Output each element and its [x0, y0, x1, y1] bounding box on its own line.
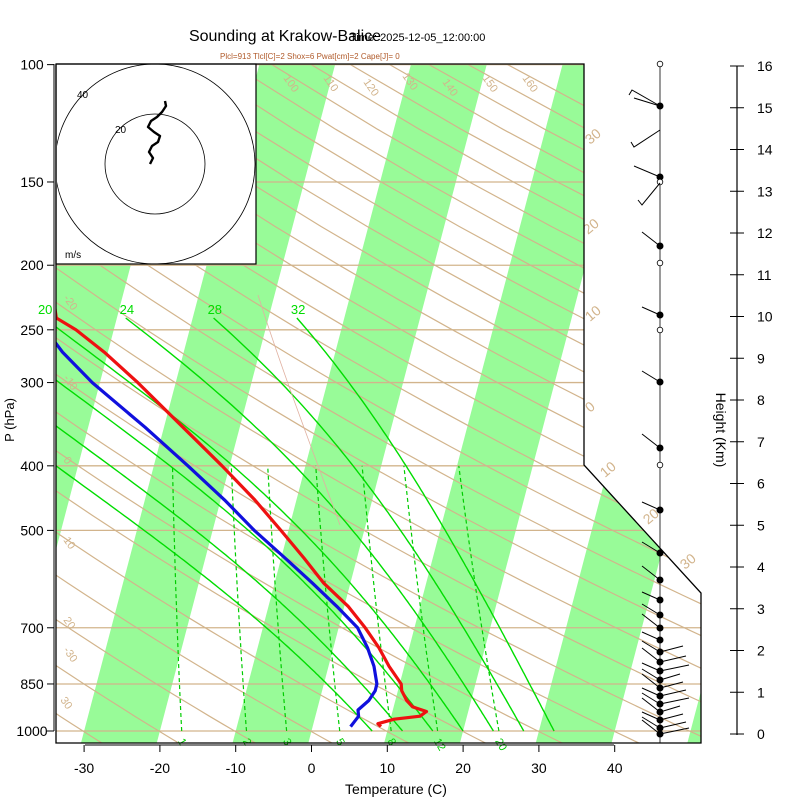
x-tick-label: 10: [380, 760, 396, 776]
wind-barb: [660, 665, 689, 671]
height-tick-label: 15: [757, 100, 773, 116]
wind-barb: [642, 434, 660, 448]
y-tick-label: 1000: [16, 723, 47, 739]
hodograph-ring-label: 20: [115, 125, 127, 136]
moist-adiabat-label: 28: [208, 302, 222, 317]
dry-adiabat-label: 10: [597, 458, 619, 480]
height-tick-label: 10: [757, 309, 773, 325]
y-tick-label: 150: [20, 174, 44, 190]
wind-level-open-dot: [657, 179, 663, 185]
dry-adiabat-label: 20: [61, 615, 78, 632]
time-label: Time: 2025-12-05_12:00:00: [350, 32, 485, 44]
wind-barb: [634, 166, 660, 177]
x-tick-label: 30: [531, 760, 547, 776]
height-axis-label: Height (Km): [713, 393, 729, 468]
height-tick-label: 12: [757, 225, 773, 241]
height-tick-label: 1: [757, 684, 765, 700]
height-tick-label: 9: [757, 350, 765, 366]
wind-barb: [642, 371, 660, 382]
height-tick-label: 13: [757, 183, 773, 199]
wind-barb: [634, 98, 660, 106]
height-tick-label: 11: [757, 267, 772, 283]
y-tick-label: 500: [20, 522, 44, 538]
wind-barb: [660, 646, 683, 652]
hodograph: 20 40 m/s: [55, 64, 256, 264]
mixing-ratio-label: 5: [333, 737, 346, 748]
y-tick-label: 400: [20, 458, 44, 474]
moist-adiabat-label: 24: [120, 302, 134, 317]
stability-indices: Plcl=913 Tlcl[C]=2 Shox=6 Pwat[cm]=2 Cap…: [220, 52, 400, 61]
y-tick-label: 250: [20, 322, 44, 338]
x-tick-label: -30: [74, 760, 94, 776]
x-tick-label: -20: [150, 760, 170, 776]
y-tick-label: 300: [20, 375, 44, 391]
wind-barb: [642, 232, 660, 246]
x-tick-label: 40: [607, 760, 623, 776]
dry-adiabat-label: 30: [677, 550, 699, 572]
dry-adiabat-label: 30: [582, 125, 604, 147]
x-tick-label: 20: [455, 760, 471, 776]
wind-barb: [631, 130, 660, 147]
y-tick-label: 100: [20, 57, 44, 73]
x-axis-label: Temperature (C): [345, 781, 447, 797]
dry-adiabat-label: 30: [58, 695, 75, 712]
wind-level-open-dot: [657, 462, 663, 468]
mixing-ratio-line: [231, 466, 246, 731]
dry-adiabat-label: -30: [61, 645, 80, 665]
height-tick-label: 7: [757, 434, 765, 450]
y-tick-label: 200: [20, 257, 44, 273]
wind-barb: [642, 632, 660, 640]
wind-barb: [660, 674, 680, 680]
y-tick-label: 700: [20, 620, 44, 636]
isotherm-band: [687, 65, 800, 746]
height-tick-label: 4: [757, 559, 765, 575]
wind-level-open-dot: [657, 61, 663, 67]
moist-adiabat-label: 32: [291, 302, 305, 317]
wind-level-open-dot: [657, 260, 663, 266]
height-tick-label: 14: [757, 142, 773, 158]
wind-barb: [629, 90, 660, 106]
wind-barb: [660, 706, 680, 712]
wind-barb: [660, 698, 689, 704]
height-tick-label: 5: [757, 517, 765, 533]
wind-level-open-dot: [657, 327, 663, 333]
mixing-ratio-label: 1: [175, 737, 188, 748]
height-tick-label: 2: [757, 643, 765, 659]
hodograph-unit-label: m/s: [65, 250, 81, 261]
height-tick-label: 16: [757, 58, 773, 74]
dry-adiabat-label: 160: [520, 73, 540, 95]
height-tick-label: 6: [757, 476, 765, 492]
wind-barb: [660, 714, 683, 720]
x-tick-label: 0: [308, 760, 316, 776]
y-tick-label: 850: [20, 676, 44, 692]
wind-barb: [660, 682, 683, 688]
moist-adiabat-label: 20: [38, 302, 52, 317]
height-tick-label: 0: [757, 726, 765, 742]
dry-adiabat-label: 10: [582, 302, 604, 324]
x-tick-label: -10: [226, 760, 246, 776]
height-tick-label: 3: [757, 601, 765, 617]
wind-barb: [638, 183, 660, 205]
height-tick-label: 8: [757, 392, 765, 408]
wind-barb: [642, 307, 660, 315]
y-axis-label: P (hPa): [2, 398, 17, 442]
hodograph-ring-label: 40: [77, 90, 89, 101]
